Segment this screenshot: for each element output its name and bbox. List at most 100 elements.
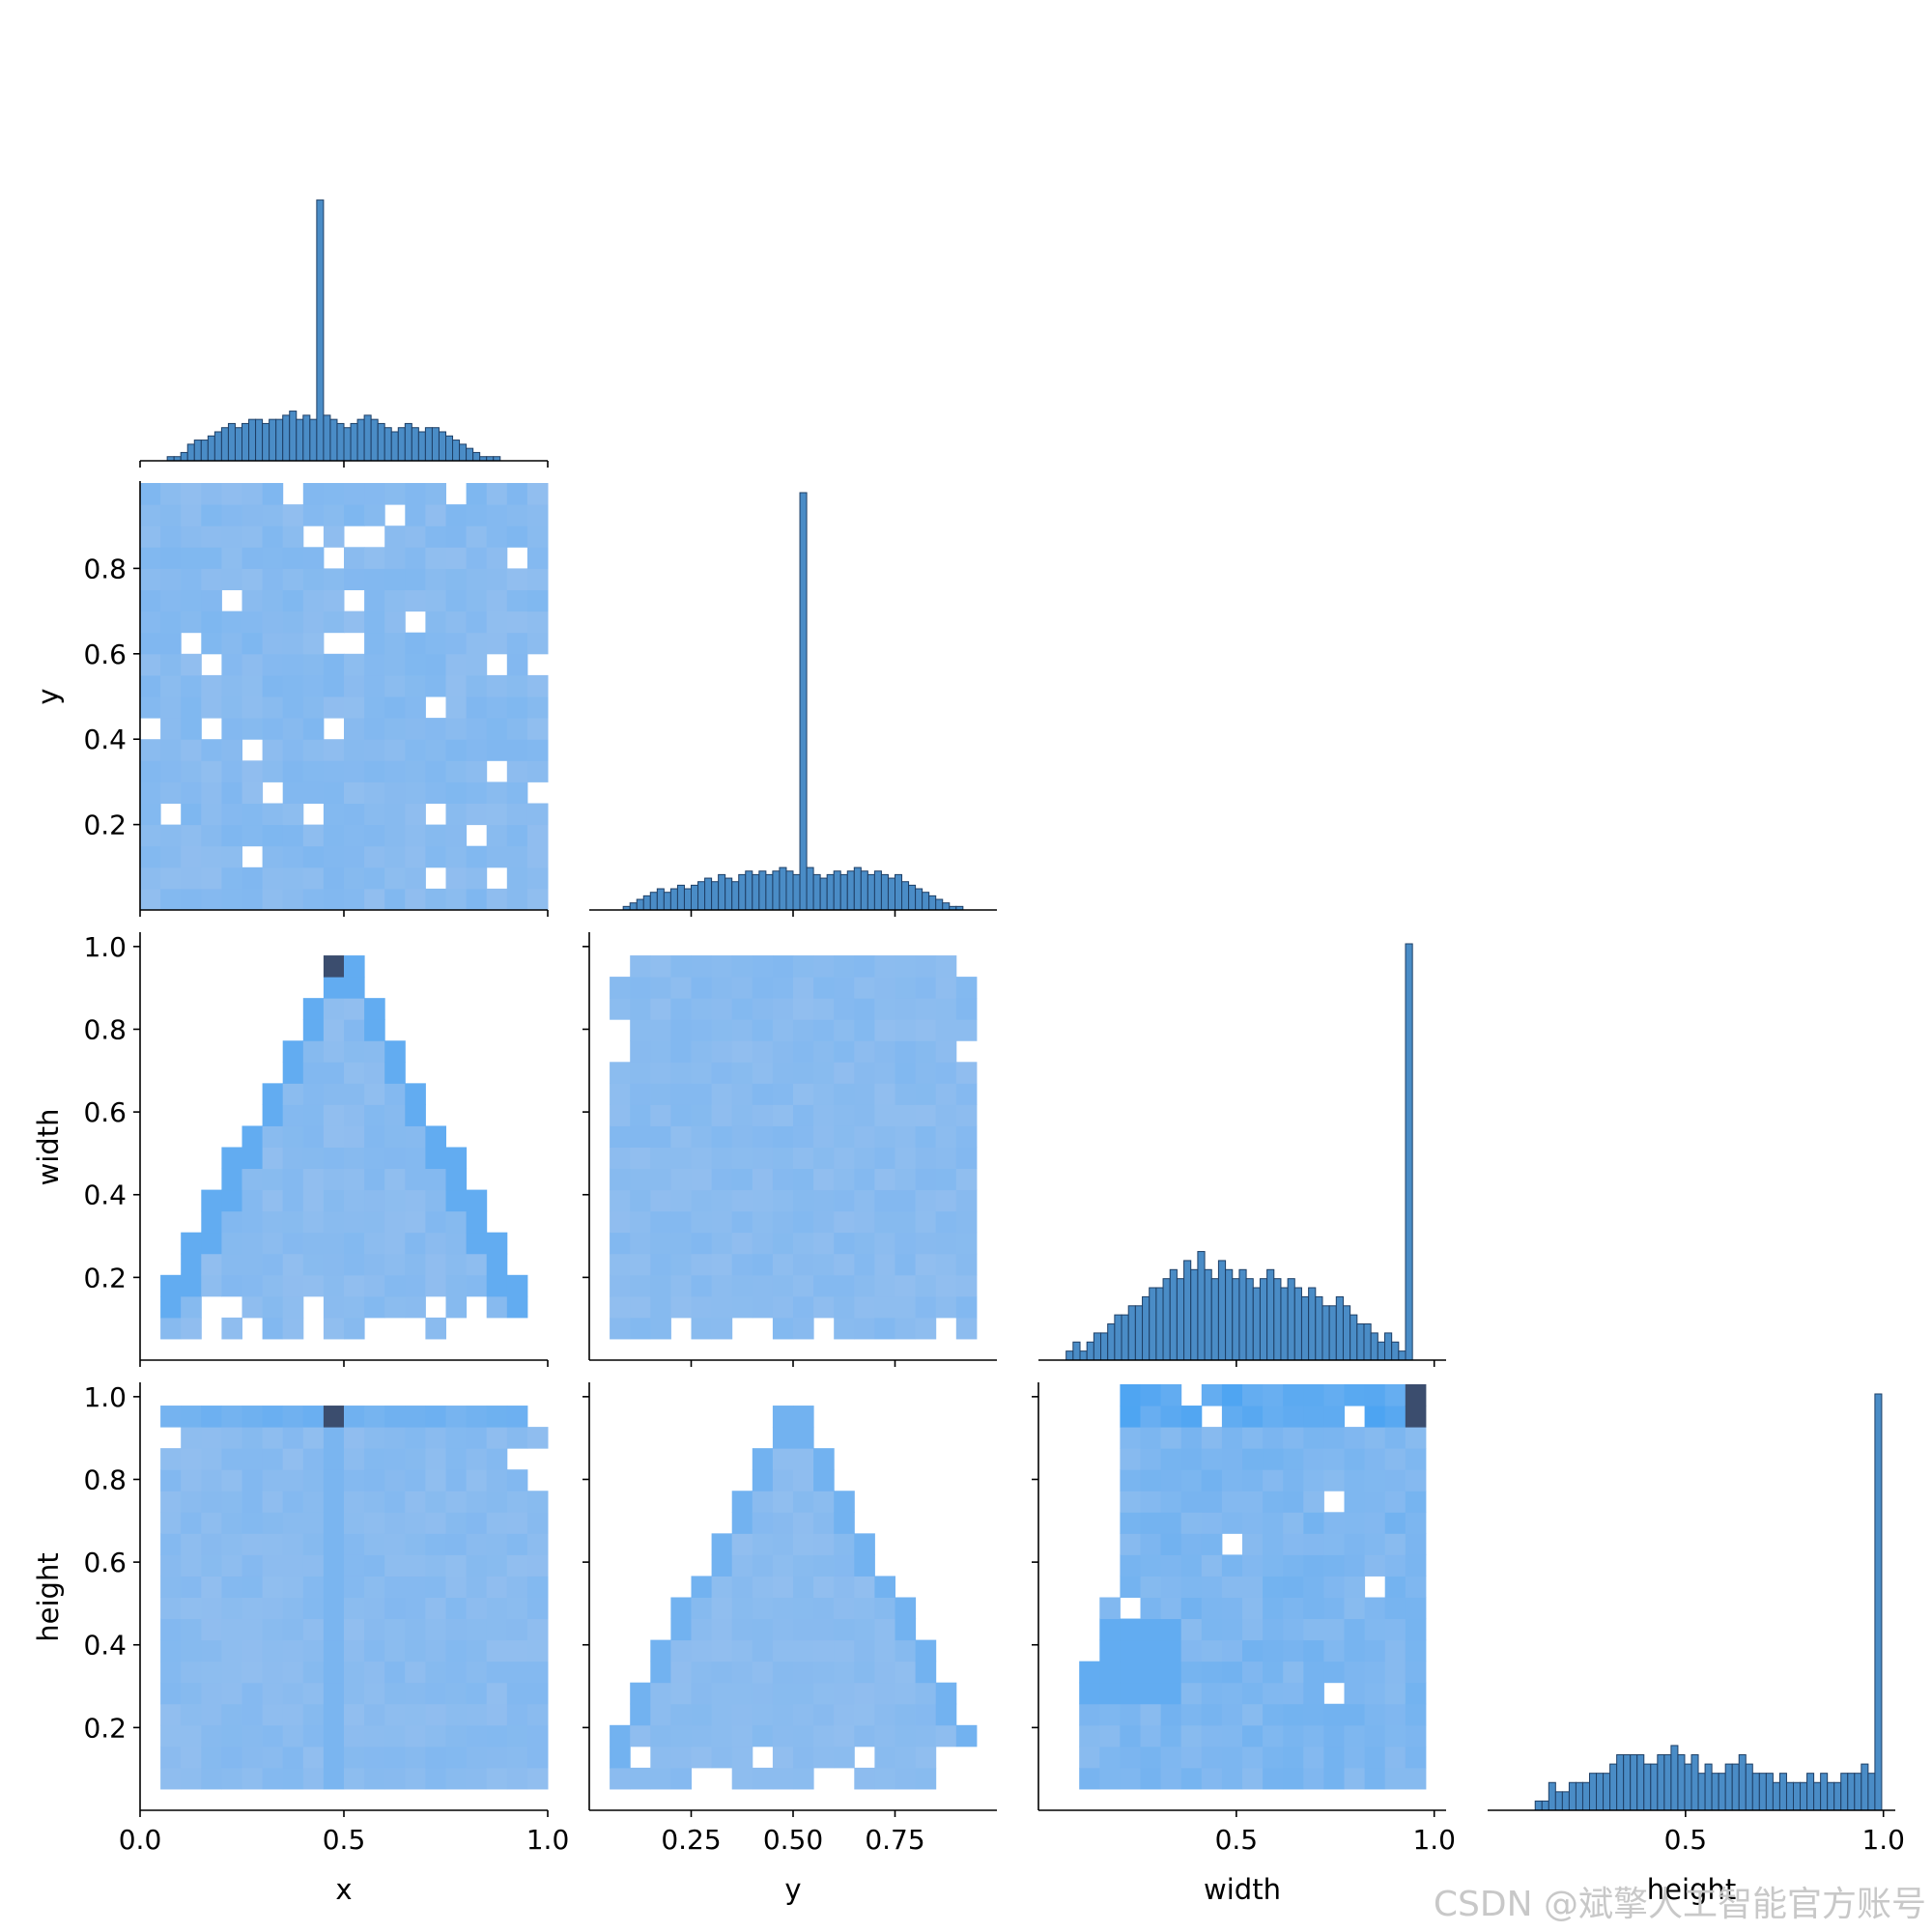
heatmap-cell — [793, 1703, 814, 1726]
heatmap-cell — [344, 1274, 365, 1297]
heatmap-cell — [282, 1703, 304, 1726]
heatmap-cell — [506, 888, 528, 911]
heatmap-cell — [221, 1767, 242, 1790]
heatmap-cell — [344, 696, 365, 719]
heatmap-cell — [1099, 1767, 1121, 1790]
heatmap-cell — [935, 1274, 957, 1297]
histogram-bar — [1581, 1781, 1591, 1811]
heatmap-cell — [1160, 1576, 1182, 1598]
histogram-bar — [1867, 1773, 1876, 1811]
heatmap-cell — [242, 1682, 264, 1705]
histogram-bar — [404, 422, 412, 462]
heatmap-cell — [262, 674, 284, 697]
histogram-bar — [1874, 1393, 1883, 1811]
heatmap-cell — [201, 803, 222, 826]
histogram-bar — [833, 870, 841, 911]
heatmap-cell — [262, 653, 284, 676]
heatmap-cell — [526, 845, 549, 868]
heatmap-cell — [752, 1491, 774, 1513]
heatmap-cell — [344, 739, 365, 761]
heatmap-cell — [506, 1767, 528, 1790]
heatmap-cell — [466, 1724, 488, 1747]
heatmap-cell — [486, 1597, 508, 1620]
heatmap-cell — [813, 1533, 835, 1555]
heatmap-cell — [1384, 1597, 1406, 1620]
histogram-bar — [1391, 1341, 1400, 1361]
heatmap-cell — [526, 611, 549, 634]
heatmap-cell — [302, 1210, 325, 1234]
heatmap-cell — [1160, 1554, 1182, 1577]
heatmap-cell — [630, 1274, 651, 1297]
heatmap-cell — [854, 1724, 875, 1747]
heatmap-cell — [834, 1168, 855, 1191]
heatmap-cell — [691, 1274, 713, 1297]
heatmap-cell — [1384, 1512, 1406, 1534]
heatmap-cell — [445, 803, 468, 826]
histogram-bar — [1548, 1781, 1556, 1811]
histogram-bar — [1363, 1323, 1372, 1361]
heatmap-cell — [670, 1274, 692, 1297]
heatmap-cell — [445, 1406, 468, 1428]
heatmap-cell — [486, 674, 508, 697]
heatmap-cell — [691, 1639, 713, 1662]
heatmap-cell — [282, 674, 304, 697]
heatmap-cell — [895, 1639, 917, 1662]
heatmap-cell — [323, 1295, 345, 1319]
heatmap-cell — [691, 1682, 713, 1705]
heatmap-cell — [1099, 1597, 1121, 1620]
heatmap-cell — [650, 1147, 671, 1170]
heatmap-cell — [895, 1147, 917, 1170]
heatmap-cell — [752, 1767, 774, 1790]
histogram-bar — [1210, 1278, 1219, 1361]
heatmap-cell — [384, 1661, 406, 1684]
heatmap-cell — [1263, 1703, 1284, 1726]
heatmap-cell — [486, 888, 508, 911]
heatmap-cell — [486, 824, 508, 847]
heatmap-cell — [772, 1168, 794, 1191]
heatmap-cell — [935, 1019, 957, 1041]
heatmap-cell — [384, 739, 406, 761]
heatmap-cell — [854, 955, 875, 978]
histogram-bar — [343, 427, 352, 462]
heatmap-cell — [282, 718, 304, 740]
heatmap-cell — [670, 1597, 692, 1620]
heatmap-cell — [344, 1232, 365, 1255]
heatmap-cell — [793, 1125, 814, 1148]
heatmap-cell — [323, 1232, 345, 1255]
heatmap-cell — [834, 1189, 855, 1212]
heatmap-cell — [323, 998, 345, 1020]
histogram-bar — [752, 873, 760, 911]
heatmap-cell — [160, 1533, 182, 1555]
heatmap-cell — [813, 1682, 835, 1705]
heatmap-cell — [1221, 1384, 1243, 1406]
heatmap-cell — [793, 1427, 814, 1449]
heatmap-cell — [526, 1746, 549, 1769]
heatmap-cell — [405, 504, 426, 526]
heatmap-cell — [1364, 1661, 1386, 1684]
heatmap-cell — [242, 1767, 264, 1790]
heatmap-cell — [874, 1295, 895, 1319]
heatmap-cell — [425, 1210, 446, 1234]
heatmap-cell — [1263, 1661, 1284, 1684]
heatmap-cell — [242, 1661, 264, 1684]
heatmap-cell — [711, 977, 733, 999]
heatmap-cell — [793, 1040, 814, 1063]
heatmap-cell — [793, 1210, 814, 1234]
heatmap-cell — [466, 1767, 488, 1790]
heatmap-cell — [344, 1639, 365, 1662]
heatmap-cell — [323, 1767, 345, 1790]
heatmap-cell — [1221, 1512, 1243, 1534]
heatmap-cell — [610, 1062, 631, 1084]
heatmap-cell — [1120, 1724, 1141, 1747]
heatmap-cell — [506, 739, 528, 761]
heatmap-cell — [160, 718, 182, 740]
heatmap-cell — [752, 1618, 774, 1641]
heatmap-cell — [772, 1295, 794, 1319]
heatmap-cell — [201, 1618, 222, 1641]
heatmap-cell — [1079, 1767, 1100, 1790]
heatmap-cell — [650, 1274, 671, 1297]
heatmap-cell — [1283, 1597, 1304, 1620]
histogram-bar — [1541, 1800, 1549, 1811]
heatmap-cell — [772, 1427, 794, 1449]
heatmap-cell — [854, 1125, 875, 1148]
